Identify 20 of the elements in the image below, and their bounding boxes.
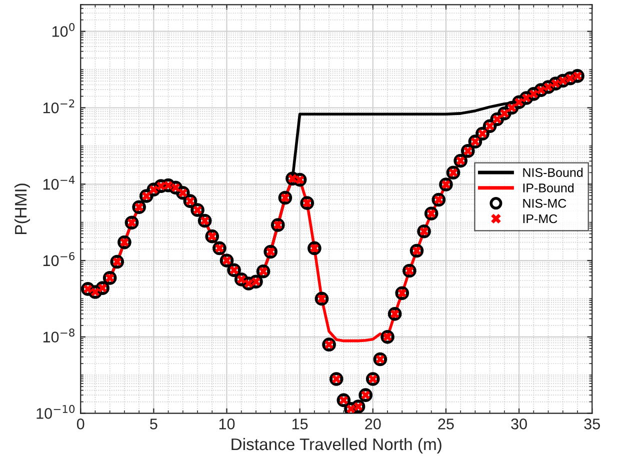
legend-label: NIS-Bound: [523, 168, 583, 177]
y-tick-label: 10$^{−8}$: [43, 328, 74, 342]
y-tick-label: 10$^{0}$: [52, 23, 75, 37]
legend-label: IP-MC: [523, 214, 558, 224]
x-tick-label: 10: [219, 418, 235, 430]
x-tick-label: 35: [584, 418, 600, 430]
y-axis-title: P(HMI): [14, 184, 30, 234]
x-tick-label: 20: [365, 418, 381, 430]
x-tick-label: 30: [511, 418, 527, 430]
x-tick-label: 0: [76, 418, 84, 430]
y-tick-label: 10$^{−10}$: [36, 404, 75, 419]
x-tick-label: 5: [150, 418, 158, 430]
x-tick-label: 25: [438, 418, 454, 430]
y-tick-label: 10$^{−6}$: [43, 252, 75, 266]
x-tick-label: 15: [292, 418, 308, 430]
legend-label: NIS-MC: [523, 198, 566, 208]
legend-label: IP-Bound: [523, 183, 574, 192]
y-tick-label: 10$^{−4}$: [43, 176, 75, 190]
y-tick-label: 10$^{−2}$: [43, 99, 74, 114]
x-axis-title: Distance Travelled North (m): [232, 438, 442, 454]
